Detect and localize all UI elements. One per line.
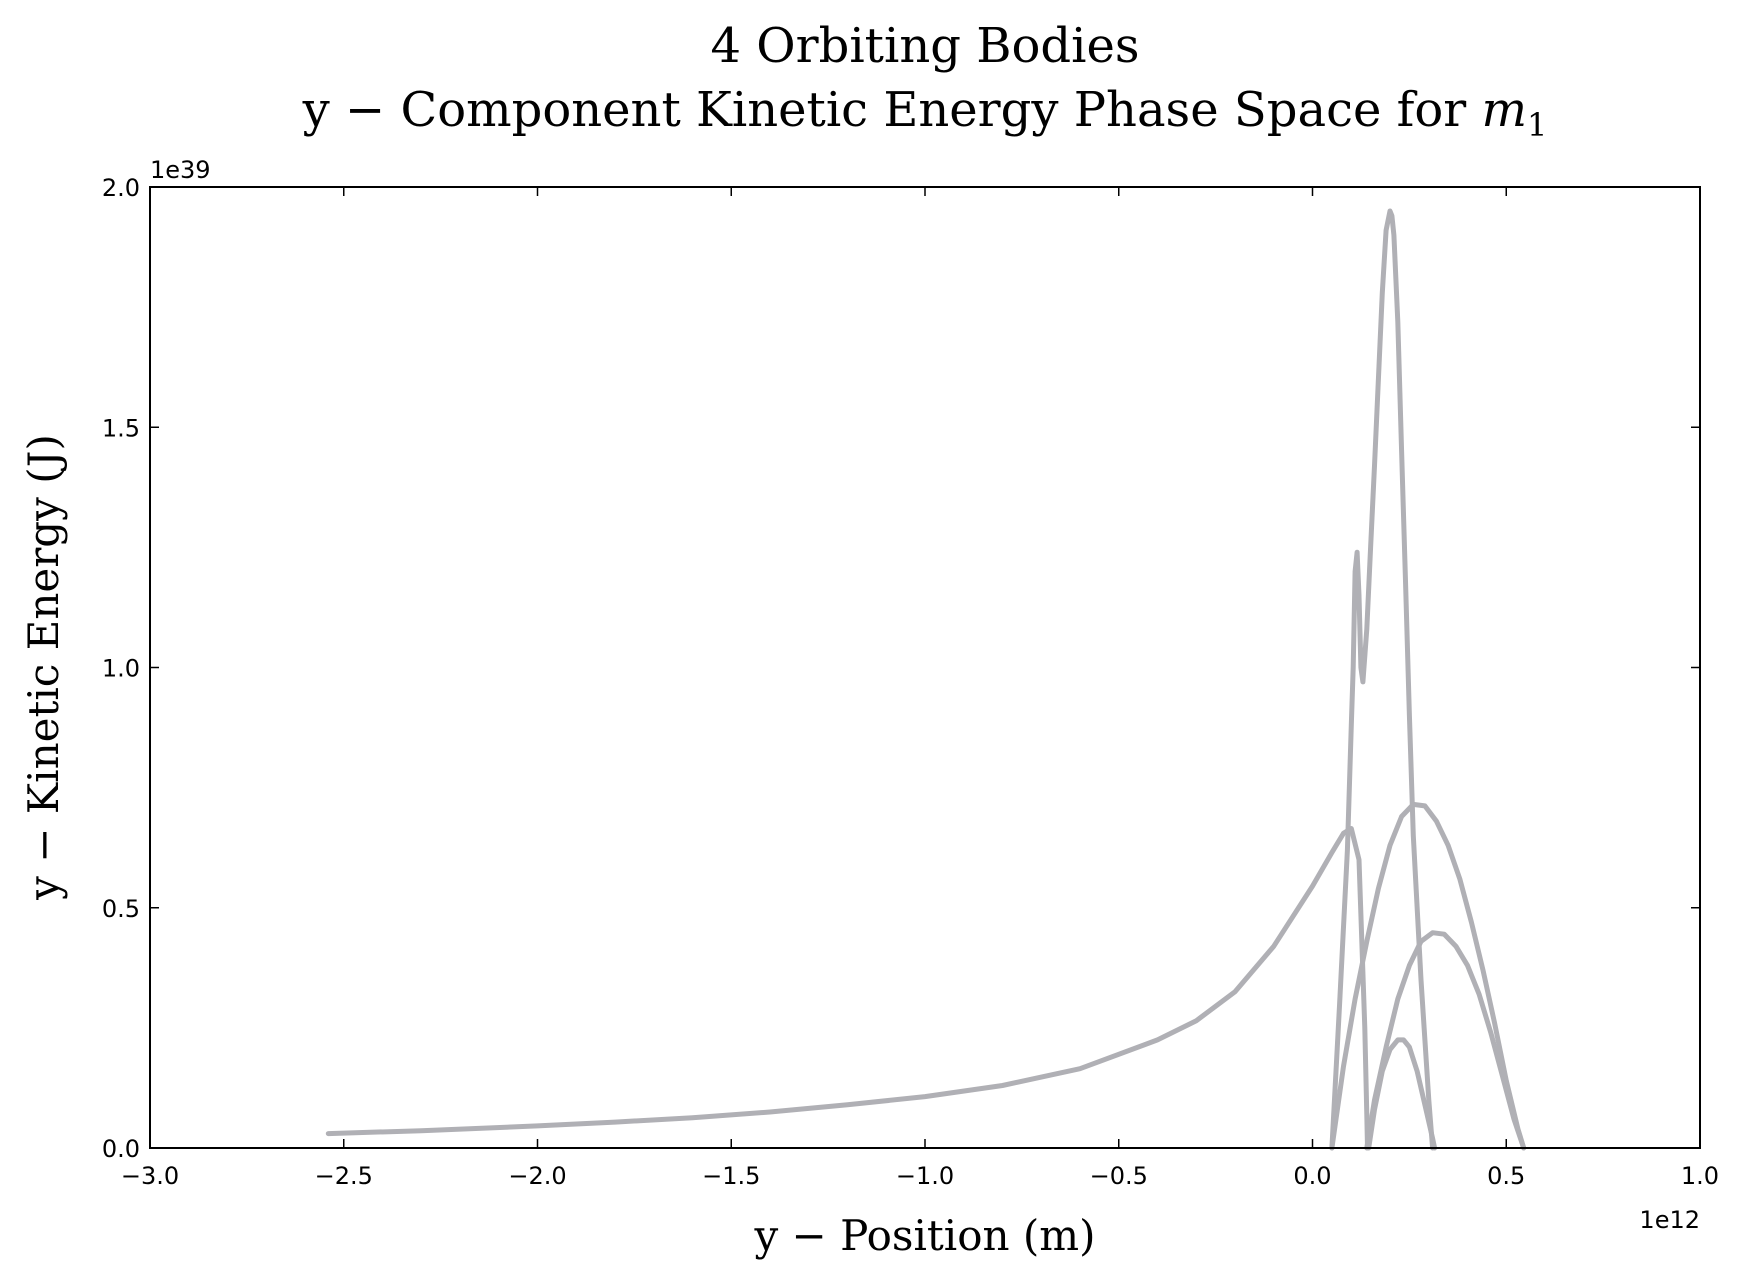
- y-tick-label: 1.0: [102, 655, 140, 683]
- series-line-2: [1329, 208, 1436, 1151]
- chart-title-line2-var: m: [1482, 82, 1528, 138]
- x-axis-label: y − Position (m): [753, 1211, 1095, 1260]
- chart-title-line1: 4 Orbiting Bodies: [711, 18, 1140, 74]
- chart-title-line2-prefix: y − Component Kinetic Energy Phase Space…: [302, 82, 1482, 138]
- x-tick-label: −2.0: [508, 1162, 566, 1190]
- y-multiplier-label: 1e39: [150, 156, 211, 184]
- y-tick-label: 1.5: [102, 414, 140, 442]
- x-tick-label: −2.5: [315, 1162, 373, 1190]
- plot-lines: [325, 208, 1527, 1151]
- series-line-5: [1366, 1037, 1438, 1151]
- chart-title-line2-sub: 1: [1527, 106, 1547, 144]
- y-tick-label: 2.0: [102, 174, 140, 202]
- series-line-1: [325, 826, 1370, 1151]
- y-tick-label: 0.0: [102, 1135, 140, 1163]
- x-multiplier-label: 1e12: [1639, 1206, 1700, 1234]
- x-tick-label: −3.0: [121, 1162, 179, 1190]
- x-tick-label: −1.5: [702, 1162, 760, 1190]
- chart-title-line2: y − Component Kinetic Energy Phase Space…: [302, 82, 1548, 144]
- x-tick-label: −1.0: [896, 1162, 954, 1190]
- y-axis-label: y − Kinetic Energy (J): [19, 434, 68, 901]
- series-line-3: [1329, 801, 1527, 1151]
- series-line-4: [1364, 930, 1527, 1151]
- x-tick-label: 0.0: [1293, 1162, 1331, 1190]
- y-tick-label: 0.5: [102, 895, 140, 923]
- x-tick-label: 0.5: [1487, 1162, 1525, 1190]
- x-tick-label: 1.0: [1681, 1162, 1719, 1190]
- axis-ticks: −3.0 −2.5 −2.0 −1.5 −1.0 −0.5 0.0 0.5 1.0 0.0 0.5 1…: [102, 174, 1719, 1190]
- x-tick-label: −0.5: [1090, 1162, 1148, 1190]
- plot-frame: [149, 186, 1701, 1149]
